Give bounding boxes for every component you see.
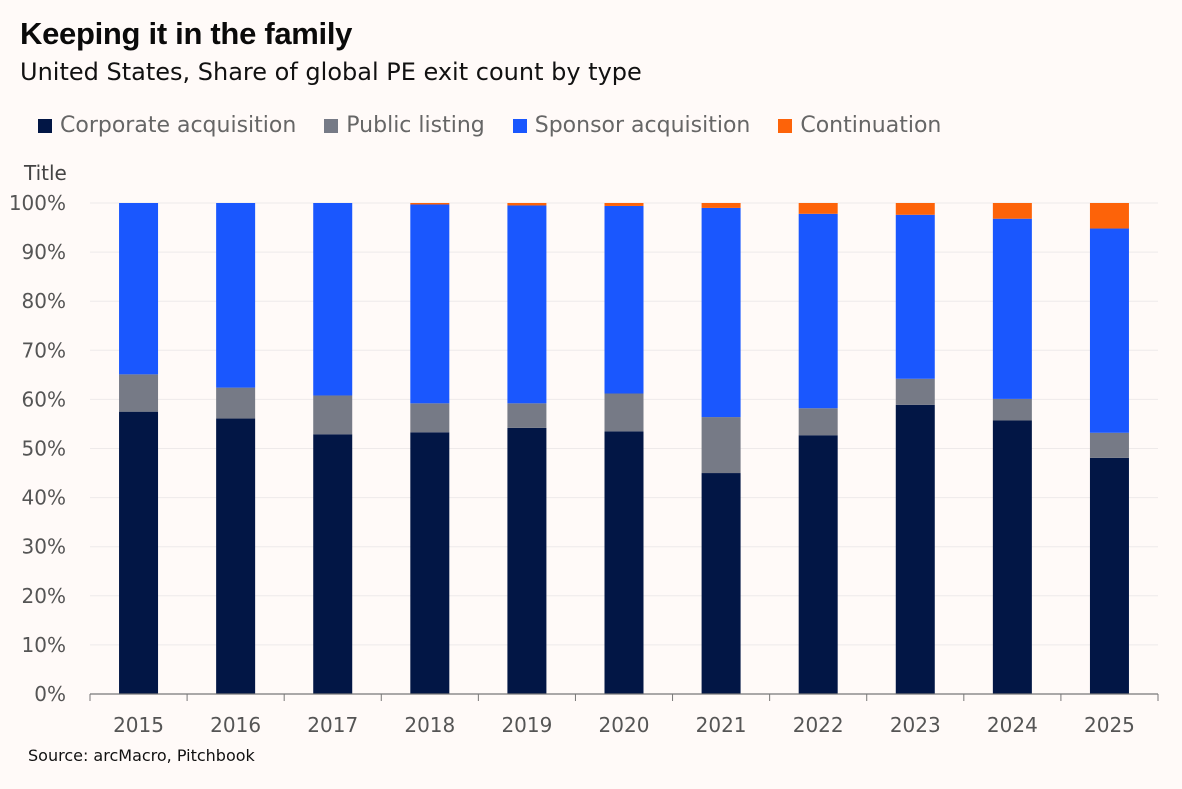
y-tick-label: 30% bbox=[22, 535, 66, 559]
legend-label: Sponsor acquisition bbox=[534, 113, 751, 138]
legend-swatch bbox=[512, 118, 527, 133]
legend-item-corporate-acquisition: Corporate acquisition bbox=[38, 113, 296, 138]
bar-segment-corporate-acquisition bbox=[798, 435, 838, 694]
bar-segment-corporate-acquisition bbox=[895, 404, 935, 694]
bar-segment-sponsor-acquisition bbox=[798, 213, 838, 409]
bar-segment-public-listing bbox=[604, 393, 644, 432]
legend-item-public-listing: Public listing bbox=[324, 113, 485, 138]
bar-segment-sponsor-acquisition bbox=[410, 204, 450, 404]
x-tick-label: 2021 bbox=[696, 713, 747, 737]
bar-segment-public-listing bbox=[701, 417, 741, 474]
bar-segment-public-listing bbox=[1089, 432, 1129, 458]
legend-swatch bbox=[778, 118, 793, 133]
bar-segment-public-listing bbox=[119, 374, 159, 412]
bar-segment-continuation bbox=[604, 203, 644, 206]
bar-segment-corporate-acquisition bbox=[992, 420, 1032, 694]
bar-segment-continuation bbox=[410, 203, 450, 205]
bar-segment-corporate-acquisition bbox=[119, 411, 159, 694]
bar-segment-corporate-acquisition bbox=[604, 431, 644, 694]
bars bbox=[119, 203, 1129, 694]
y-tick-label: 70% bbox=[22, 338, 66, 362]
x-tick-label: 2018 bbox=[404, 713, 455, 737]
bar-segment-continuation bbox=[507, 203, 547, 206]
bar-segment-corporate-acquisition bbox=[216, 418, 256, 694]
bar-segment-public-listing bbox=[410, 403, 450, 433]
y-tick-label: 90% bbox=[22, 240, 66, 264]
bar-segment-public-listing bbox=[895, 378, 935, 405]
bar-segment-sponsor-acquisition bbox=[701, 207, 741, 418]
bar-segment-continuation bbox=[1089, 203, 1129, 229]
y-tick-label: 80% bbox=[22, 289, 66, 313]
bar-segment-public-listing bbox=[507, 403, 547, 428]
bar-segment-sponsor-acquisition bbox=[604, 205, 644, 394]
y-tick-label: 40% bbox=[22, 486, 66, 510]
y-tick-label: 10% bbox=[22, 633, 66, 657]
legend-swatch bbox=[38, 118, 52, 133]
bar-segment-sponsor-acquisition bbox=[507, 205, 547, 404]
bar-segment-continuation bbox=[798, 203, 838, 214]
y-axis-title: Title bbox=[23, 161, 67, 185]
x-tick-label: 2017 bbox=[307, 713, 358, 737]
bar-segment-sponsor-acquisition bbox=[119, 203, 159, 375]
bar-segment-corporate-acquisition bbox=[701, 473, 741, 694]
bar-segment-sponsor-acquisition bbox=[992, 218, 1032, 399]
bar-segment-continuation bbox=[895, 203, 935, 215]
source-note: Source: arcMacro, Pitchbook bbox=[28, 746, 255, 765]
y-tick-label: 50% bbox=[22, 437, 66, 461]
bar-segment-sponsor-acquisition bbox=[1089, 228, 1129, 433]
bar-segment-corporate-acquisition bbox=[507, 427, 547, 694]
bar-segment-corporate-acquisition bbox=[410, 432, 450, 694]
x-tick-label: 2015 bbox=[113, 713, 164, 737]
x-tick-label: 2019 bbox=[501, 713, 552, 737]
x-tick-label: 2025 bbox=[1084, 713, 1135, 737]
x-tick-label: 2020 bbox=[599, 713, 650, 737]
bar-segment-public-listing bbox=[216, 387, 256, 419]
legend-item-sponsor-acquisition: Sponsor acquisition bbox=[512, 113, 751, 138]
y-tick-label: 0% bbox=[34, 682, 66, 706]
bar-segment-continuation bbox=[992, 203, 1032, 219]
legend-label: Corporate acquisition bbox=[60, 113, 297, 138]
y-axis-ticks: 0% 10% 20% 30% 40% 50% 60% 70% 80% 90% 100% bbox=[9, 191, 66, 706]
chart-title: Keeping it in the family bbox=[20, 16, 353, 51]
bar-segment-public-listing bbox=[798, 408, 838, 436]
legend-label: Public listing bbox=[346, 113, 485, 138]
bar-segment-corporate-acquisition bbox=[1089, 457, 1129, 694]
x-tick-label: 2022 bbox=[793, 713, 844, 737]
bar-segment-sponsor-acquisition bbox=[895, 214, 935, 379]
legend-label: Continuation bbox=[800, 113, 942, 138]
bar-segment-public-listing bbox=[313, 395, 353, 435]
legend-swatch bbox=[324, 118, 339, 133]
x-tick-label: 2024 bbox=[987, 713, 1038, 737]
y-tick-label: 20% bbox=[22, 584, 66, 608]
bar-segment-public-listing bbox=[992, 398, 1032, 421]
chart-subtitle: United States, Share of global PE exit c… bbox=[20, 58, 642, 86]
bar-segment-corporate-acquisition bbox=[313, 434, 353, 694]
x-tick-label: 2016 bbox=[210, 713, 261, 737]
legend: Corporate acquisition Public listing Spo… bbox=[38, 113, 941, 138]
y-tick-label: 100% bbox=[9, 191, 66, 215]
x-axis-ticks: 2015 2016 2017 2018 2019 2020 2021 2022 2023 2024… bbox=[89, 694, 1159, 737]
x-tick-label: 2023 bbox=[890, 713, 941, 737]
bar-segment-sponsor-acquisition bbox=[216, 203, 256, 388]
y-tick-label: 60% bbox=[22, 387, 66, 411]
bar-segment-continuation bbox=[701, 203, 741, 208]
legend-item-continuation: Continuation bbox=[778, 113, 941, 138]
bar-segment-sponsor-acquisition bbox=[313, 203, 353, 396]
